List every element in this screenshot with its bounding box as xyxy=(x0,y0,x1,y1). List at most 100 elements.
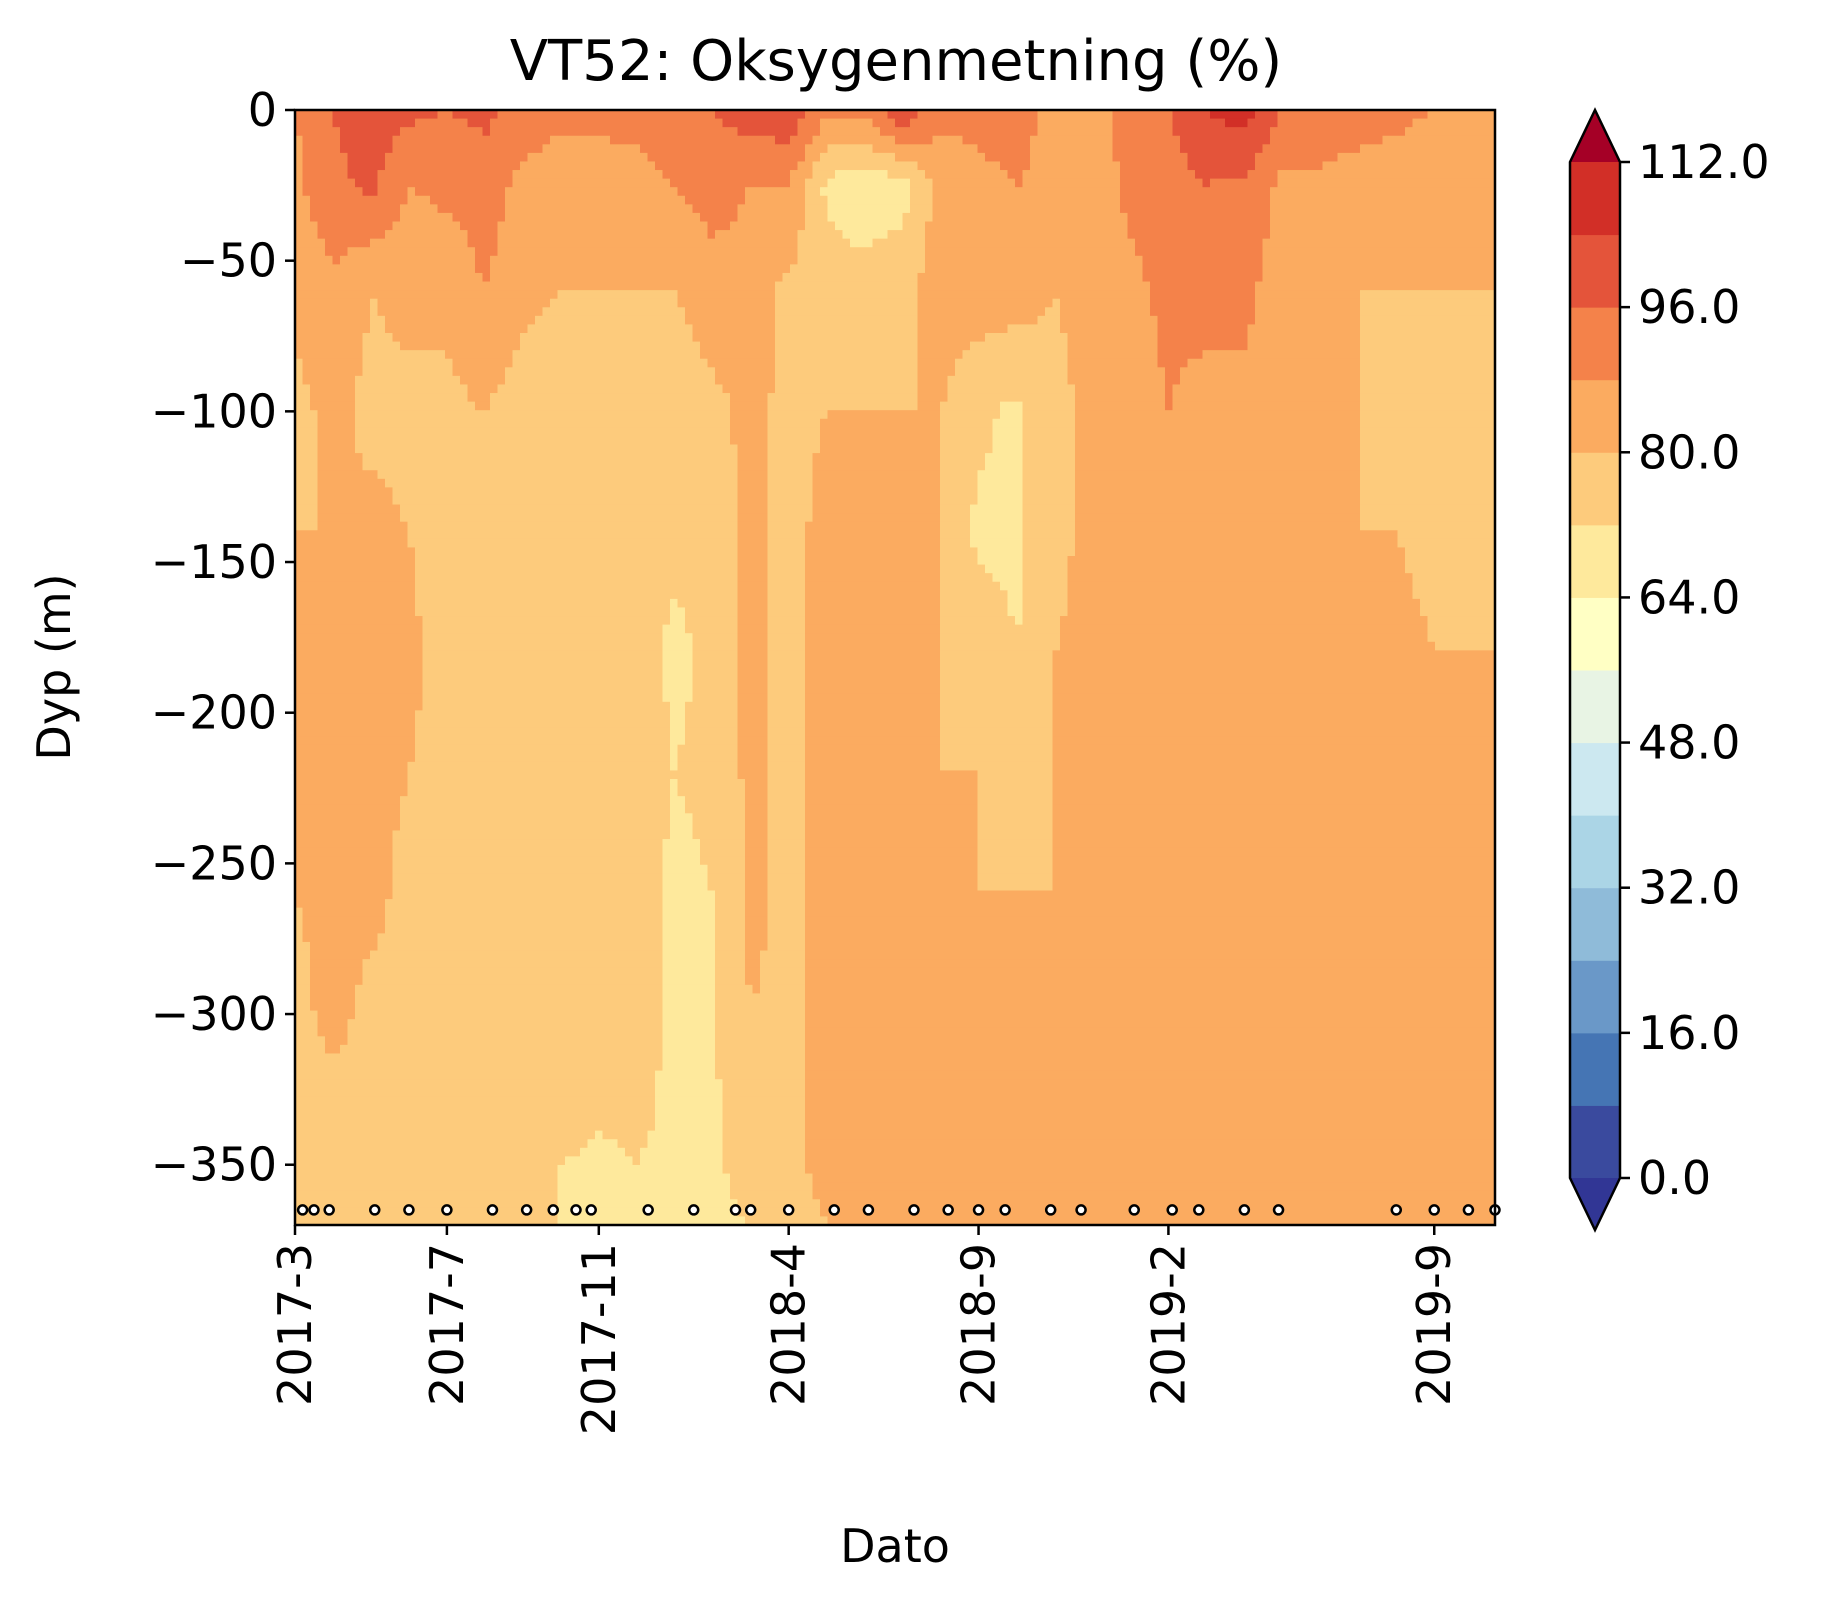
contour-cell xyxy=(332,736,341,746)
contour-cell xyxy=(325,710,334,720)
contour-cell xyxy=(490,924,499,934)
contour-cell xyxy=(565,667,574,677)
contour-cell xyxy=(565,461,574,471)
contour-cell xyxy=(535,564,544,574)
contour-cell xyxy=(475,135,484,145)
contour-cell xyxy=(482,1156,491,1166)
contour-cell xyxy=(407,744,416,754)
contour-cell xyxy=(317,864,326,874)
contour-cell xyxy=(475,744,484,754)
contour-cell xyxy=(437,1070,446,1080)
contour-cell xyxy=(460,238,469,248)
contour-cell xyxy=(332,684,341,694)
contour-cell xyxy=(400,358,409,368)
contour-cell xyxy=(565,1044,574,1055)
contour-cell xyxy=(407,255,416,265)
contour-cell xyxy=(317,444,326,454)
contour-cell xyxy=(475,727,484,737)
contour-cell xyxy=(490,744,499,754)
contour-cell xyxy=(542,401,551,411)
contour-cell xyxy=(520,393,529,403)
contour-cell xyxy=(467,315,476,326)
contour-cell xyxy=(557,272,566,283)
contour-cell xyxy=(362,1207,371,1218)
contour-cell xyxy=(407,375,416,386)
contour-cell xyxy=(475,298,484,308)
contour-cell xyxy=(490,1173,499,1183)
contour-cell xyxy=(377,195,386,205)
contour-cell xyxy=(460,1096,469,1106)
contour-cell xyxy=(317,230,326,240)
contour-cell xyxy=(580,410,589,420)
contour-cell xyxy=(512,435,521,446)
contour-cell xyxy=(572,161,581,171)
contour-cell xyxy=(392,684,401,694)
contour-cell xyxy=(445,796,454,806)
contour-cell xyxy=(512,573,521,583)
contour-cell xyxy=(527,1096,536,1106)
contour-cell xyxy=(505,676,514,686)
contour-cell xyxy=(460,1070,469,1080)
contour-cell xyxy=(310,521,319,531)
contour-cell xyxy=(542,650,551,660)
contour-cell xyxy=(295,178,304,188)
contour-cell xyxy=(377,633,386,643)
contour-cell xyxy=(445,607,454,617)
contour-cell xyxy=(407,1156,416,1166)
contour-cell xyxy=(512,753,521,763)
contour-cell xyxy=(362,984,371,995)
contour-cell xyxy=(512,873,521,883)
contour-cell xyxy=(550,1096,559,1106)
contour-cell xyxy=(347,1182,356,1192)
contour-cell xyxy=(407,178,416,188)
contour-cell xyxy=(377,710,386,720)
contour-cell xyxy=(557,744,566,754)
contour-cell xyxy=(362,538,371,549)
contour-cell xyxy=(490,1002,499,1012)
contour-cell xyxy=(452,924,461,934)
contour-cell xyxy=(400,950,409,960)
contour-cell xyxy=(377,701,386,711)
contour-cell xyxy=(512,899,521,909)
contour-cell xyxy=(565,1036,574,1046)
contour-cell xyxy=(512,693,521,703)
contour-cell xyxy=(460,315,469,326)
contour-cell xyxy=(445,821,454,832)
contour-cell xyxy=(392,864,401,874)
contour-cell xyxy=(325,881,334,892)
contour-cell xyxy=(550,453,559,463)
contour-cell xyxy=(347,1104,356,1115)
contour-cell xyxy=(347,298,356,308)
contour-cell xyxy=(437,839,446,849)
contour-cell xyxy=(362,470,371,480)
contour-cell xyxy=(310,161,319,171)
contour-cell xyxy=(355,1096,364,1106)
contour-cell xyxy=(490,161,499,171)
contour-cell xyxy=(362,573,371,583)
contour-cell xyxy=(445,393,454,403)
contour-cell xyxy=(310,641,319,651)
contour-cell xyxy=(550,761,559,772)
contour-cell xyxy=(527,830,536,840)
contour-cell xyxy=(437,307,446,317)
contour-cell xyxy=(377,1027,386,1037)
contour-cell xyxy=(482,616,491,626)
contour-cell xyxy=(437,590,446,600)
contour-cell xyxy=(505,547,514,557)
contour-cell xyxy=(310,127,319,137)
contour-cell xyxy=(295,333,304,343)
contour-cell xyxy=(340,333,349,343)
contour-cell xyxy=(490,478,499,488)
contour-cell xyxy=(340,761,349,772)
contour-cell xyxy=(415,693,424,703)
contour-cell xyxy=(385,393,394,403)
contour-cell xyxy=(505,864,514,874)
contour-cell xyxy=(347,170,356,180)
contour-cell xyxy=(542,521,551,531)
contour-cell xyxy=(497,564,506,574)
contour-cell xyxy=(527,701,536,711)
contour-cell xyxy=(355,684,364,694)
contour-cell xyxy=(467,839,476,849)
contour-cell xyxy=(565,624,574,634)
contour-cell xyxy=(490,1027,499,1037)
